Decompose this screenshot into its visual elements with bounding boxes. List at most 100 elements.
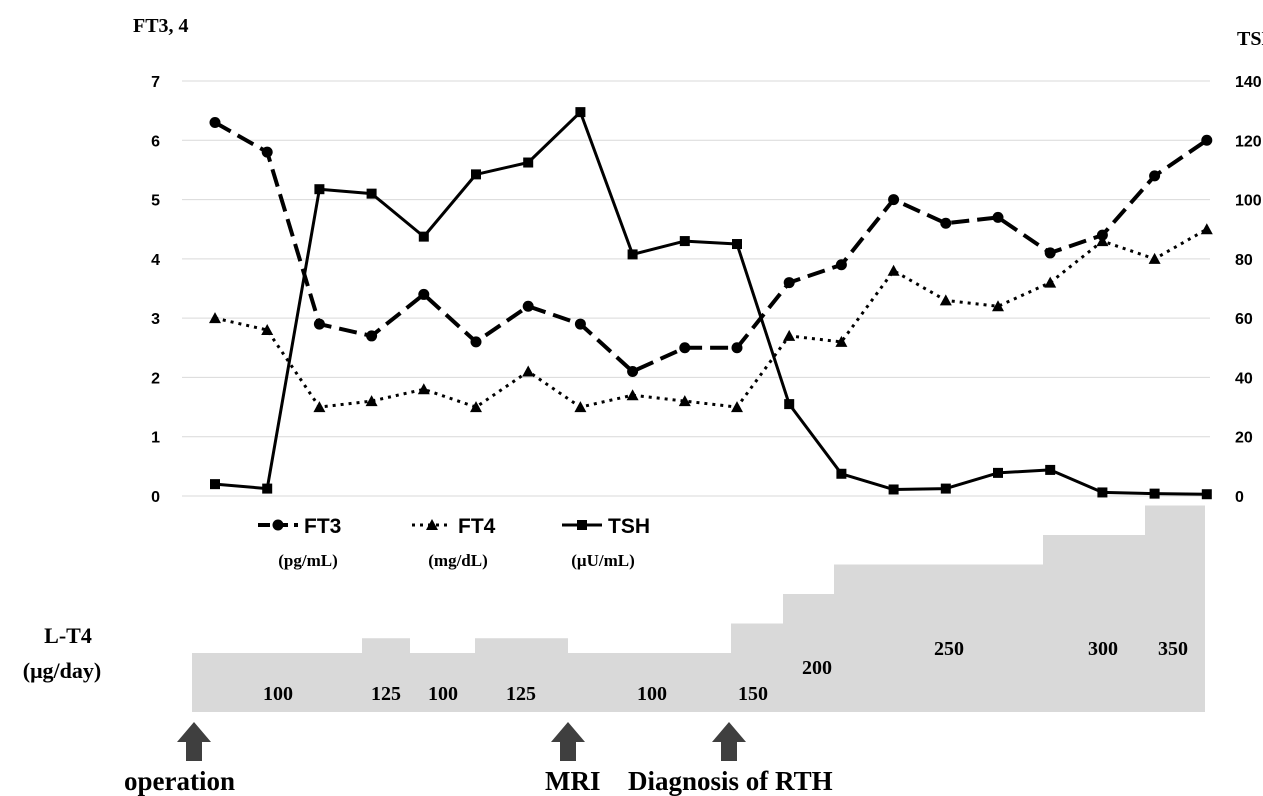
series-point-ft4	[783, 329, 796, 341]
event-label-mri: MRI	[545, 766, 601, 796]
series-point-ft3	[470, 336, 482, 348]
series-point-ft4	[209, 312, 221, 324]
legend-tsh	[562, 520, 602, 530]
dose-label: 150	[738, 683, 768, 705]
gridlines	[182, 80, 1210, 497]
dose-segment	[362, 638, 410, 712]
series-point-ft4	[522, 365, 535, 377]
series-point-ft3	[261, 146, 273, 158]
dose-area	[192, 505, 1205, 712]
series-point-tsh	[940, 483, 951, 494]
dose-label: 100	[637, 683, 667, 705]
series-point-tsh	[784, 399, 795, 410]
series-point-ft4	[417, 383, 430, 395]
series-point-ft4	[313, 401, 326, 413]
series-point-ft3	[731, 342, 743, 354]
series-point-ft3	[679, 342, 691, 354]
series-point-ft4	[992, 300, 1004, 312]
dose-segment	[1145, 505, 1205, 712]
series-point-ft4	[365, 395, 378, 407]
left-tick-label: 5	[151, 193, 160, 210]
series-point-tsh	[575, 107, 586, 118]
series-point-ft4	[1044, 276, 1057, 288]
dose-labels: 100 125 100 125 100 150 200 250 300 350	[263, 638, 1188, 705]
dose-label: 100	[428, 683, 458, 705]
event-arrow	[551, 722, 585, 761]
series-point-ft3	[418, 288, 430, 300]
series-lines	[214, 110, 1208, 496]
event-arrow	[177, 722, 211, 761]
series-point-ft4	[731, 401, 743, 413]
dose-label: 125	[506, 683, 536, 705]
event-arrows	[177, 722, 746, 761]
series-point-ft3	[888, 194, 900, 206]
right-tick-label: 120	[1235, 133, 1262, 150]
series-point-tsh	[732, 239, 742, 250]
dose-label: 350	[1158, 638, 1188, 660]
dose-axis-unit: (μg/day)	[23, 658, 101, 683]
series-point-ft4	[835, 335, 848, 347]
series-point-ft4	[574, 401, 587, 413]
series-point-tsh	[210, 479, 220, 490]
legend-ft3-label: FT3	[304, 515, 341, 538]
series-point-ft4	[626, 389, 639, 401]
legend-marker	[426, 519, 438, 530]
legend-marker	[272, 519, 284, 531]
series-point-ft4	[470, 401, 482, 413]
series-point-tsh	[993, 467, 1003, 478]
left-tick-label: 7	[151, 74, 160, 91]
left-axis-title: FT3, 4	[133, 15, 189, 37]
series-point-ft3	[627, 366, 639, 377]
dose-segment	[475, 638, 568, 712]
legend-ft4	[412, 519, 452, 530]
series-point-ft3	[1149, 170, 1161, 182]
event-arrow	[712, 722, 746, 761]
dose-segment	[783, 594, 834, 712]
legend-tsh-unit: (μU/mL)	[571, 551, 634, 570]
series-point-ft3	[1201, 134, 1213, 146]
left-tick-label: 2	[151, 370, 160, 387]
dose-axis-label: L-T4	[44, 623, 92, 648]
series-point-tsh	[836, 468, 847, 479]
series-point-tsh	[1045, 464, 1056, 475]
event-label-diagnosis: Diagnosis of RTH	[628, 766, 833, 796]
dose-label: 300	[1088, 638, 1118, 660]
series-point-ft3	[574, 318, 586, 330]
series-point-ft4	[1148, 252, 1161, 264]
dose-segment	[1043, 535, 1145, 712]
legend: FT3 FT4 TSH (pg/mL) (mg/dL) (μU/mL)	[258, 515, 650, 570]
series-point-tsh	[1201, 489, 1212, 500]
series-point-ft3	[313, 318, 325, 330]
legend-marker	[577, 520, 587, 530]
left-tick-label: 6	[151, 133, 160, 150]
series-point-ft3	[1044, 247, 1056, 259]
left-tick-labels: 0 1 2 3 4 5 6 7	[151, 74, 160, 506]
event-label-operation: operation	[124, 766, 235, 796]
series-markers	[209, 107, 1213, 500]
dose-segment	[731, 623, 783, 712]
series-point-ft3	[522, 300, 534, 312]
legend-ft3-unit: (pg/mL)	[278, 551, 338, 570]
legend-ft4-label: FT4	[458, 515, 496, 538]
series-point-ft4	[887, 264, 900, 276]
dose-label: 125	[371, 683, 401, 705]
left-tick-label: 4	[151, 252, 160, 269]
series-point-tsh	[523, 157, 534, 168]
right-tick-label: 80	[1235, 252, 1253, 269]
series-line-ft4	[214, 227, 1208, 409]
right-tick-label: 100	[1235, 193, 1262, 210]
right-tick-label: 20	[1235, 430, 1253, 447]
series-point-tsh	[262, 483, 273, 494]
right-tick-label: 140	[1235, 74, 1262, 91]
dose-segment	[568, 653, 731, 712]
series-point-ft4	[1200, 223, 1213, 235]
right-axis-title: TSH	[1237, 28, 1263, 50]
legend-tsh-label: TSH	[608, 515, 650, 538]
series-point-ft3	[783, 277, 795, 289]
series-point-ft4	[678, 395, 691, 407]
series-point-ft4	[261, 324, 274, 335]
series-point-tsh	[366, 188, 377, 199]
right-tick-label: 60	[1235, 311, 1253, 328]
dose-label: 250	[934, 638, 964, 660]
